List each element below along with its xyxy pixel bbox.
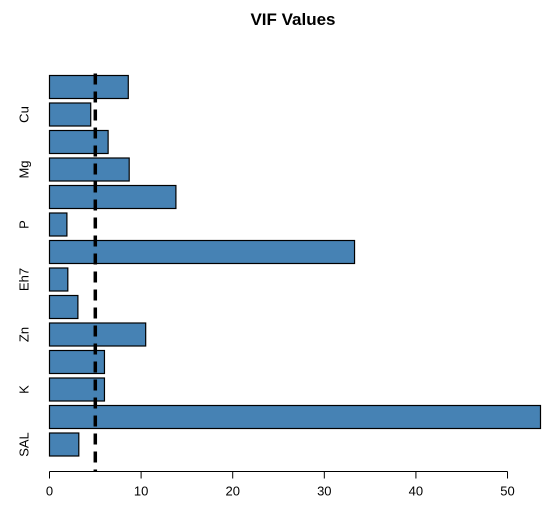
bar-sal: [48, 432, 80, 457]
x-tick-label-40: 40: [409, 484, 423, 499]
bar-k: [48, 377, 106, 402]
bar-p: [48, 212, 68, 237]
bar-5: [48, 294, 79, 320]
x-axis: 0 10 20 30 40 50: [46, 471, 515, 499]
x-tick-label-10: 10: [134, 484, 148, 499]
bar-9: [48, 184, 177, 210]
x-tick-label-50: 50: [500, 484, 514, 499]
y-tick-label-eh7: Eh7: [17, 268, 32, 291]
y-tick-label-k: K: [17, 385, 32, 394]
x-tick-label-0: 0: [46, 484, 53, 499]
y-tick-label-mg: Mg: [17, 160, 32, 178]
bar-3: [48, 349, 106, 375]
chart-title: VIF Values: [250, 10, 335, 29]
bar-7: [48, 239, 356, 265]
x-tick-label-30: 30: [317, 484, 331, 499]
y-tick-label-zn: Zn: [17, 327, 32, 342]
bar-mg: [48, 157, 130, 182]
y-tick-label-cu: Cu: [17, 106, 32, 123]
x-tick-label-20: 20: [225, 484, 239, 499]
y-axis-labels: SAL K Zn Eh7 P Mg Cu: [17, 106, 32, 457]
y-tick-label-sal: SAL: [17, 432, 32, 457]
bar-1: [48, 404, 542, 430]
bar-13: [48, 74, 129, 100]
bars-layer: [48, 74, 542, 457]
y-tick-label-p: P: [17, 220, 32, 229]
bar-cu: [48, 102, 92, 127]
bar-eh7: [48, 267, 69, 292]
bar-11: [48, 129, 109, 155]
bar-zn: [48, 322, 147, 347]
